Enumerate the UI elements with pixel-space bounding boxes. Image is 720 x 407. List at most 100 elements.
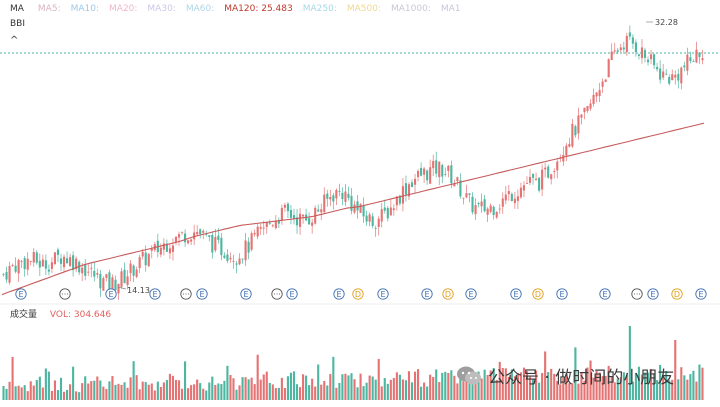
candle-body: [628, 32, 631, 37]
candle: [11, 263, 14, 267]
volume-bar: [407, 371, 411, 400]
volume-bar: [604, 375, 607, 400]
candle-body: [326, 193, 329, 199]
candle: [653, 53, 656, 70]
candle-body: [320, 209, 323, 213]
volume-bar: [380, 386, 383, 400]
event-dividend-icon[interactable]: D: [532, 288, 544, 300]
candle: [338, 183, 341, 197]
candle-body: [144, 252, 147, 266]
candle-body: [190, 239, 193, 242]
candle: [295, 208, 299, 234]
svg-text:E: E: [380, 290, 385, 299]
candle: [441, 163, 444, 184]
candle: [640, 38, 644, 64]
volume-bar: [108, 381, 111, 400]
volume-bar: [320, 384, 323, 400]
volume-bar: [341, 374, 344, 400]
volume-bar: [577, 383, 580, 400]
volume-bar: [335, 387, 338, 400]
candle: [362, 197, 365, 223]
event-earnings-icon[interactable]: E: [149, 288, 161, 300]
event-earnings-icon[interactable]: E: [556, 288, 568, 300]
candle-body: [465, 193, 468, 198]
volume-bar: [607, 365, 610, 400]
volume-bar: [665, 371, 668, 400]
candle-body: [383, 207, 386, 211]
candle: [377, 216, 380, 236]
event-earnings-icon[interactable]: E: [286, 288, 298, 300]
candle: [8, 261, 11, 285]
collapse-icon[interactable]: ^: [10, 35, 19, 46]
candle: [150, 245, 153, 259]
candle-body: [577, 115, 580, 134]
candle-body: [686, 54, 689, 71]
event-dividend-icon[interactable]: D: [671, 288, 683, 300]
candle: [168, 244, 171, 260]
candle-body: [380, 209, 383, 222]
event-earnings-icon[interactable]: E: [333, 288, 345, 300]
candle-body: [625, 35, 628, 53]
event-earnings-icon[interactable]: E: [647, 288, 659, 300]
event-earnings-icon[interactable]: E: [421, 288, 433, 300]
event-dividend-icon[interactable]: D: [442, 288, 454, 300]
candle: [277, 217, 280, 229]
volume-bar: [595, 370, 598, 400]
volume-bar: [283, 387, 286, 400]
high-marker: 32.28: [646, 18, 678, 27]
candle-body: [259, 227, 262, 229]
candle-body: [441, 165, 444, 177]
event-more-icon[interactable]: ···: [180, 288, 192, 300]
candle: [392, 204, 395, 216]
candle-body: [126, 276, 129, 286]
candle: [435, 151, 438, 178]
event-earnings-icon[interactable]: E: [240, 288, 252, 300]
candle: [244, 232, 247, 266]
event-earnings-icon[interactable]: E: [510, 288, 522, 300]
candle-body: [41, 259, 44, 267]
candle-body: [214, 236, 217, 251]
volume-bar: [232, 378, 235, 400]
volume-bar: [637, 366, 641, 400]
volume-bar: [87, 383, 90, 400]
candle-body: [453, 183, 456, 187]
event-more-icon[interactable]: ···: [631, 288, 643, 300]
event-earnings-icon[interactable]: E: [15, 288, 27, 300]
candle: [586, 105, 589, 113]
candle: [580, 114, 583, 125]
event-earnings-icon[interactable]: E: [599, 288, 611, 300]
candle-body: [250, 233, 253, 250]
volume-bar: [159, 386, 162, 400]
candle: [589, 99, 592, 111]
candle: [701, 49, 704, 65]
event-earnings-icon[interactable]: E: [465, 288, 477, 300]
candle: [495, 210, 498, 220]
candle: [323, 187, 326, 213]
event-earnings-icon[interactable]: E: [105, 288, 117, 300]
volume-bar: [471, 370, 474, 400]
volume-bar: [438, 382, 441, 400]
event-more-icon[interactable]: ···: [271, 288, 283, 300]
event-earnings-icon[interactable]: E: [377, 288, 389, 300]
volume-bar: [377, 358, 380, 400]
candle: [553, 168, 556, 179]
candle-body: [498, 208, 501, 210]
candle-body: [631, 37, 634, 44]
svg-text:···: ···: [61, 290, 69, 299]
candle-body: [5, 271, 8, 280]
volume-bar: [177, 380, 181, 400]
candle: [250, 231, 253, 252]
event-earnings-icon[interactable]: E: [196, 288, 208, 300]
candle-body: [386, 207, 389, 219]
volume-bar: [180, 388, 184, 400]
event-earnings-icon[interactable]: E: [695, 288, 707, 300]
event-dividend-icon[interactable]: D: [352, 288, 364, 300]
candle-body: [90, 267, 93, 269]
candle: [298, 208, 302, 235]
event-more-icon[interactable]: ···: [59, 288, 71, 300]
candle: [347, 186, 350, 201]
svg-text:E: E: [468, 290, 473, 299]
candle: [75, 256, 78, 273]
candle-body: [247, 241, 250, 253]
